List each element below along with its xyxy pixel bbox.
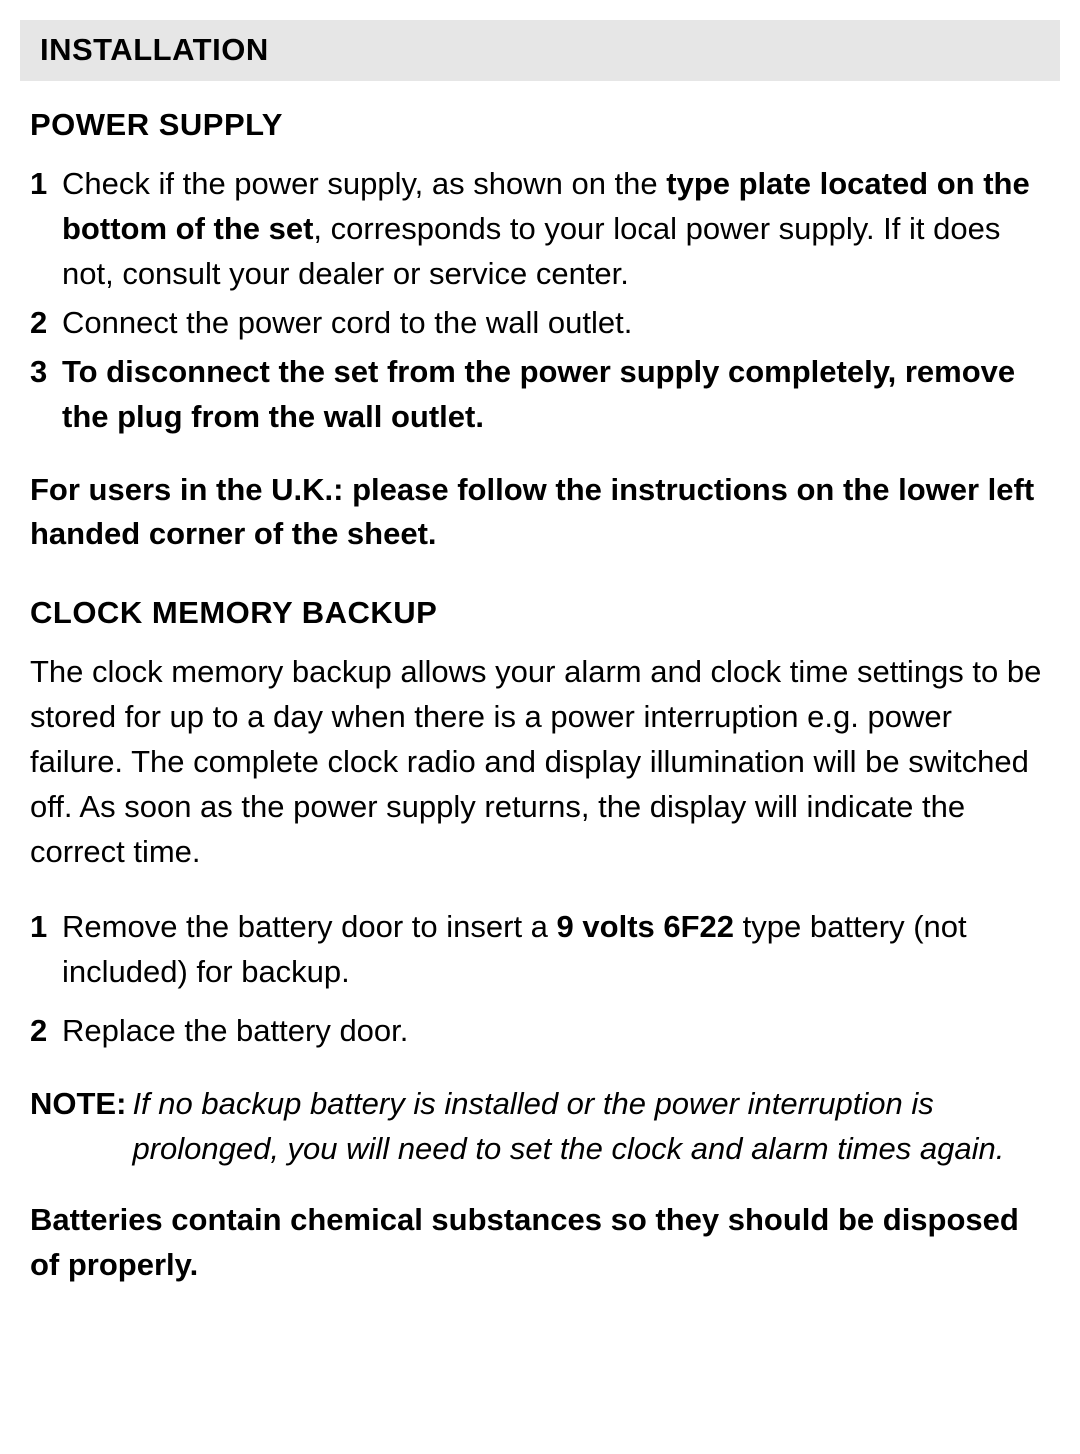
- clock-backup-steps: 1 Remove the battery door to insert a 9 …: [30, 905, 1050, 1054]
- step-text: Connect the power cord to the wall outle…: [62, 301, 1050, 346]
- note-label: NOTE:: [30, 1082, 132, 1127]
- step-text: To disconnect the set from the power sup…: [62, 350, 1050, 440]
- step-number: 3: [30, 350, 62, 395]
- step-number: 2: [30, 301, 62, 346]
- text-bold: 9 volts 6F22: [557, 909, 734, 944]
- step-text: Replace the battery door.: [62, 1009, 1050, 1054]
- list-item: 1 Check if the power supply, as shown on…: [30, 162, 1050, 297]
- list-item: 3 To disconnect the set from the power s…: [30, 350, 1050, 440]
- text-fragment: Check if the power supply, as shown on t…: [62, 166, 666, 201]
- clock-backup-heading: CLOCK MEMORY BACKUP: [30, 591, 1050, 636]
- step-number: 1: [30, 905, 62, 950]
- list-item: 2 Connect the power cord to the wall out…: [30, 301, 1050, 346]
- step-number: 2: [30, 1009, 62, 1054]
- section-header: INSTALLATION: [20, 20, 1060, 81]
- note-block: NOTE: If no backup battery is installed …: [30, 1082, 1050, 1172]
- text-fragment: Remove the battery door to insert a: [62, 909, 557, 944]
- clock-backup-intro: The clock memory backup allows your alar…: [30, 650, 1050, 875]
- step-text: Remove the battery door to insert a 9 vo…: [62, 905, 1050, 995]
- uk-note: For users in the U.K.: please follow the…: [30, 468, 1050, 558]
- step-text: Check if the power supply, as shown on t…: [62, 162, 1050, 297]
- list-item: 1 Remove the battery door to insert a 9 …: [30, 905, 1050, 995]
- note-text: If no backup battery is installed or the…: [132, 1082, 1050, 1172]
- list-item: 2 Replace the battery door.: [30, 1009, 1050, 1054]
- battery-warning: Batteries contain chemical substances so…: [30, 1198, 1050, 1288]
- power-supply-steps: 1 Check if the power supply, as shown on…: [30, 162, 1050, 440]
- power-supply-heading: POWER SUPPLY: [30, 103, 1050, 148]
- step-number: 1: [30, 162, 62, 207]
